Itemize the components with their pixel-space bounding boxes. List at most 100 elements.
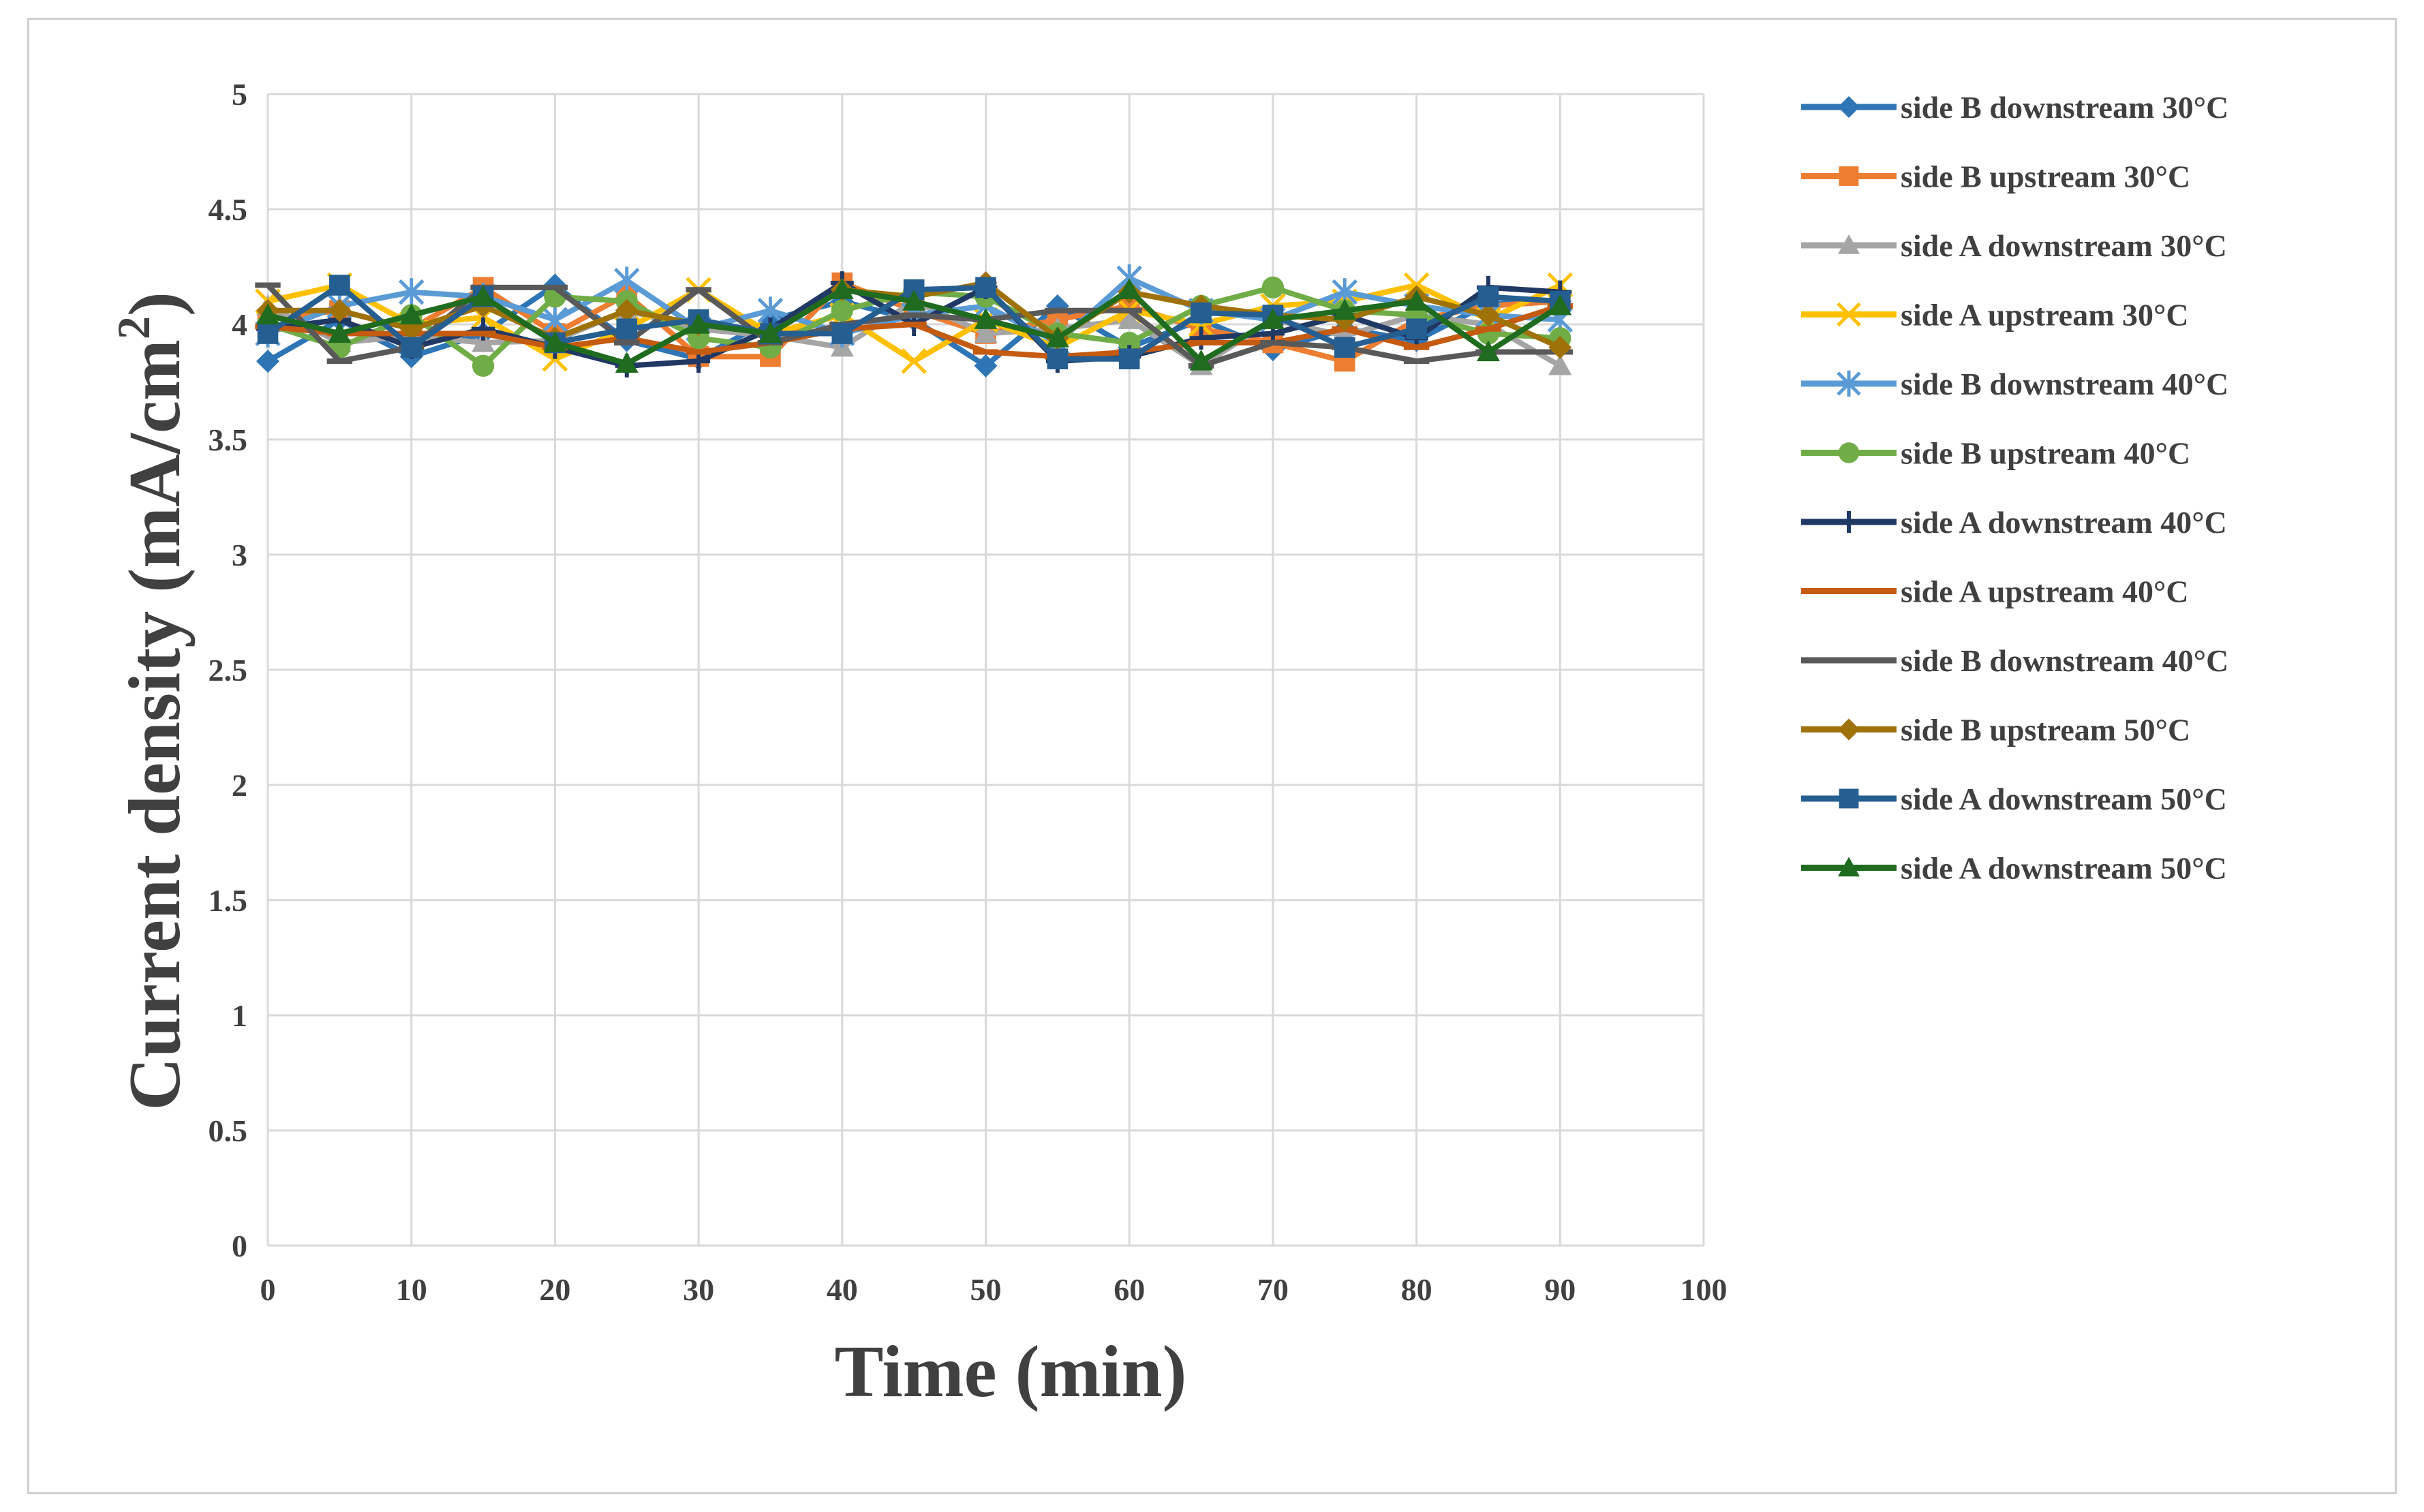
legend-label: side A upstream 30°C: [1901, 298, 2189, 333]
data-point: [472, 354, 495, 377]
legend-item: side B downstream 30°C: [1801, 90, 2228, 125]
y-tick-label: 2.5: [209, 653, 248, 688]
legend-item: side B downstream 40°C: [1801, 643, 2228, 678]
legend-item: side A downstream 40°C: [1801, 505, 2227, 540]
data-point: [901, 348, 927, 374]
x-tick-label: 60: [1114, 1272, 1145, 1307]
data-point: [399, 303, 423, 325]
data-point: [1118, 348, 1140, 369]
legend-item: side B upstream 50°C: [1801, 713, 2190, 747]
series-11: [256, 278, 1572, 373]
legend-item: side A downstream 30°C: [1801, 228, 2227, 263]
x-tick-label: 30: [683, 1272, 714, 1307]
data-point: [472, 331, 495, 352]
y-tick-label: 4: [232, 307, 247, 342]
y-tick-label: 2: [232, 768, 247, 803]
data-point: [1118, 308, 1141, 329]
x-tick-label: 100: [1681, 1272, 1728, 1307]
legend-label: side B upstream 50°C: [1901, 713, 2190, 747]
y-tick-label: 3: [232, 538, 247, 572]
legend-swatch-marker: [1838, 442, 1860, 463]
data-point: [974, 322, 998, 343]
chart-frame: 0 0.5 1 1.5 2 2.5 3 3.5 4 4.5 5 0 10 20 30 40 50 60 70 80 90…: [27, 18, 2397, 1494]
data-point: [616, 318, 638, 340]
legend-swatch-marker: [1838, 234, 1860, 254]
legend-label: side B downstream 40°C: [1901, 643, 2228, 678]
x-tick-label: 50: [970, 1272, 1002, 1307]
y-tick-label: 4.5: [209, 192, 248, 227]
y-axis-title-close: ): [114, 292, 196, 316]
legend-item: side A downstream 50°C: [1801, 851, 2227, 886]
x-tick-label: 80: [1401, 1272, 1432, 1307]
legend-label: side A upstream 40°C: [1901, 574, 2189, 609]
data-point: [398, 278, 425, 307]
data-point: [543, 331, 567, 352]
legend-item: side A downstream 50°C: [1801, 782, 2227, 816]
data-point: [1477, 286, 1499, 307]
data-point: [975, 277, 996, 298]
legend-swatch-marker: [1838, 718, 1860, 741]
data-point: [1333, 298, 1357, 320]
y-tick-label: 1: [232, 998, 247, 1033]
legend-swatch-marker: [1837, 370, 1861, 397]
x-tick-label: 40: [827, 1272, 858, 1307]
x-tick-label: 70: [1257, 1272, 1289, 1307]
legend-label: side A downstream 50°C: [1901, 851, 2227, 886]
data-point: [1476, 303, 1500, 327]
y-tick-label: 0.5: [209, 1113, 248, 1148]
data-point: [902, 290, 926, 311]
data-point: [472, 285, 495, 307]
data-point: [1405, 290, 1428, 311]
legend-item: side A upstream 40°C: [1801, 574, 2189, 609]
x-tick-label: 20: [539, 1272, 570, 1307]
y-axis-title-superscript: 2: [108, 316, 159, 339]
data-point: [329, 275, 350, 296]
legend-label: side A downstream 40°C: [1901, 505, 2227, 540]
chart-canvas: 00.511.522.533.544.550 10 20 30 40 50 60 70 80 90…: [108, 77, 2228, 1413]
data-point: [831, 299, 853, 322]
y-tick-label: 5: [232, 77, 247, 112]
legend-swatch-marker: [1839, 788, 1859, 809]
data-point: [758, 322, 782, 343]
data-point: [472, 317, 495, 341]
data-point: [613, 266, 640, 295]
data-point: [1047, 348, 1069, 369]
x-tick-label: 90: [1544, 1272, 1576, 1307]
data-point: [257, 323, 279, 344]
data-point: [974, 308, 998, 329]
data-point: [1548, 354, 1572, 375]
legend-swatch-marker: [1838, 96, 1860, 118]
legend-item: side B upstream 40°C: [1801, 436, 2190, 471]
data-point: [615, 352, 639, 373]
data-point: [1548, 335, 1572, 359]
legend-label: side B upstream 40°C: [1901, 436, 2190, 471]
legend-swatch-marker: [1837, 302, 1861, 327]
legend-item: side A upstream 30°C: [1801, 298, 2189, 333]
legend-label: side A downstream 30°C: [1901, 228, 2227, 263]
data-point: [974, 354, 998, 377]
legend-label: side B upstream 30°C: [1901, 159, 2190, 194]
y-tick-label: 3.5: [209, 422, 248, 457]
data-point: [328, 322, 352, 343]
legend-label: side B downstream 30°C: [1901, 90, 2228, 125]
data-point: [1189, 326, 1213, 350]
data-point: [1118, 278, 1141, 299]
y-tick-label: 1.5: [209, 883, 248, 918]
x-axis-title: Time (min): [835, 1331, 1187, 1413]
data-point: [831, 323, 853, 344]
data-point: [1261, 276, 1285, 299]
data-point: [401, 337, 422, 358]
data-point: [1334, 337, 1355, 358]
data-point: [256, 303, 279, 325]
x-tick-label: 10: [396, 1272, 427, 1307]
legend-swatch-marker: [1838, 511, 1860, 533]
legend-label: side B downstream 40°C: [1901, 367, 2228, 401]
legend-item: side B downstream 40°C: [1801, 367, 2228, 401]
y-axis-title-main: Current density (mA/cm: [114, 339, 196, 1111]
x-tick-label: 0: [260, 1272, 276, 1307]
data-point: [1548, 294, 1572, 315]
tick-labels: 00.511.522.533.544.550 10 20 30 40 50 60 70 80 90…: [209, 77, 1728, 1307]
y-tick-label: 0: [232, 1229, 247, 1263]
plot-series: [255, 264, 1574, 377]
data-point: [1189, 350, 1213, 371]
